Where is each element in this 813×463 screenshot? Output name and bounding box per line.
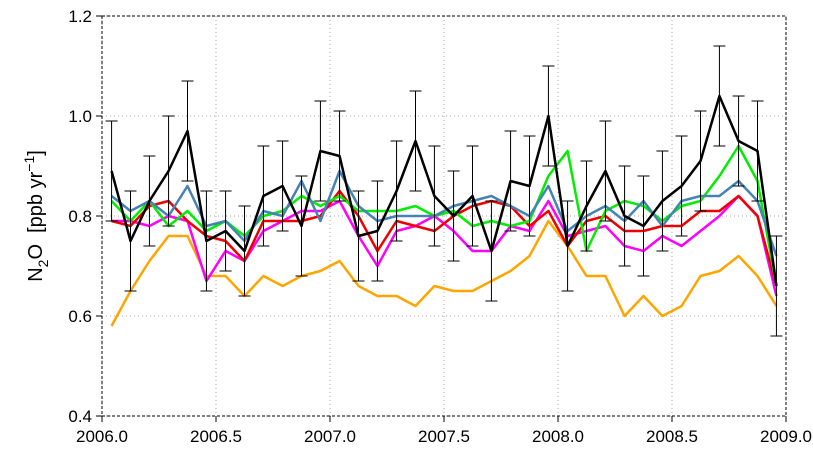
y-label-part: O [ppb yr (25, 171, 47, 259)
y-axis-label: N2O [ppb yr−1] (21, 150, 51, 282)
x-tick-label: 2008.5 (646, 427, 698, 446)
data-line (110, 219, 778, 327)
data-line (111, 189, 778, 287)
x-tick-label: 2008.0 (532, 427, 584, 446)
y-tick-label: 1.0 (68, 107, 92, 126)
y-label-part: ] (25, 150, 47, 156)
plot-frame (101, 15, 787, 417)
x-tick-label: 2007.0 (304, 427, 356, 446)
x-tick-label: 2007.5 (418, 427, 470, 446)
data-line (110, 94, 778, 287)
y-label-part: −1 (21, 156, 37, 172)
y-tick-label: 0.6 (68, 307, 92, 326)
data-line (110, 169, 778, 257)
y-tick-label: 0.8 (68, 207, 92, 226)
y-tick-label: 1.2 (68, 7, 92, 26)
x-tick-label: 2006.0 (76, 427, 128, 446)
x-tick-label: 2009.0 (760, 427, 812, 446)
x-tick-label: 2006.5 (190, 427, 242, 446)
y-label-part: N (25, 267, 47, 281)
y-label-part: 2 (35, 259, 51, 267)
y-tick-label: 0.4 (68, 407, 92, 426)
